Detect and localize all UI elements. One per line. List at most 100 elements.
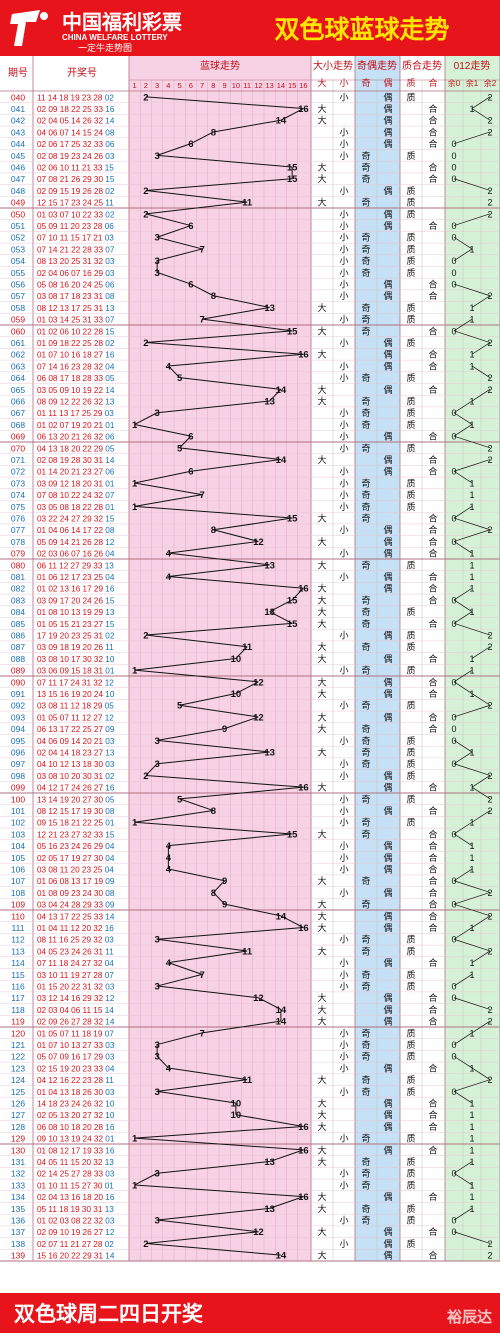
trend-segment: [190, 131, 214, 145]
parity-mark: 偶: [383, 863, 392, 874]
blue-ball-value: 14: [276, 116, 287, 127]
period-cell: 071: [11, 455, 25, 465]
draw-numbers: 06 13 20 21 26 32 06: [37, 433, 115, 442]
draw-numbers: 05 11 18 19 30 31 13: [37, 1205, 114, 1214]
period-cell: 138: [11, 1239, 25, 1249]
parity-mark: 奇: [361, 934, 370, 945]
prime-mark: 质: [406, 314, 415, 325]
blue-ball-value: 4: [166, 1063, 172, 1074]
size-mark: 小: [339, 490, 348, 500]
trend-segment: [157, 739, 270, 753]
mod3-mark: 0: [451, 256, 456, 266]
blue-col-label: 2: [144, 81, 148, 90]
draw-numbers: 03 09 17 20 24 26 15: [37, 596, 115, 605]
draw-numbers: 05 09 11 20 23 28 06: [37, 222, 114, 231]
prime-mark: 质: [406, 1074, 415, 1085]
period-cell: 107: [11, 876, 25, 886]
period-cell: 091: [11, 689, 25, 699]
draw-numbers: 01 11 13 17 25 29 03: [37, 409, 114, 418]
size-mark: 大: [317, 688, 326, 699]
trend-segment: [157, 400, 270, 414]
size-mark: 大: [317, 1226, 326, 1237]
size-mark: 大: [317, 875, 326, 886]
trend-segment: [156, 236, 203, 250]
prime-mark: 质: [406, 1238, 415, 1249]
size-mark: 大: [317, 945, 326, 956]
parity-mark: 奇: [361, 828, 370, 839]
blue-ball-value: 3: [154, 1215, 159, 1226]
trend-segment: [179, 435, 192, 449]
trend-segment: [280, 915, 304, 928]
blue-ball-value: 11: [242, 198, 253, 209]
blue-ball-value: 3: [154, 1169, 159, 1180]
draw-numbers: 05 09 14 21 26 28 12: [37, 538, 115, 547]
period-cell: 069: [11, 432, 25, 442]
size-mark: 小: [339, 233, 348, 243]
draw-numbers: 02 04 13 16 18 20 16: [37, 1193, 115, 1202]
draw-numbers: 01 14 20 21 23 27 06: [37, 468, 115, 477]
size-mark: 大: [317, 583, 326, 594]
col-mod3-trend: 012走势: [454, 59, 491, 72]
period-cell: 126: [11, 1098, 25, 1108]
draw-numbers: 03 05 09 10 19 22 14: [37, 386, 115, 395]
blue-ball-value: 10: [231, 689, 242, 700]
blue-ball-value: 15: [287, 513, 298, 524]
mod3-segment: [453, 821, 473, 835]
blue-ball-value: 2: [143, 630, 148, 641]
size-mark: 大: [317, 910, 326, 921]
footer-text: 双色球周二四日开奖: [14, 1302, 204, 1326]
mod3-segment: [453, 1079, 491, 1092]
period-cell: 111: [12, 923, 25, 933]
draw-numbers: 01 04 13 18 26 30 03: [37, 1088, 115, 1097]
mod3-segment: [453, 763, 491, 776]
trend-segment: [168, 365, 180, 378]
period-cell: 060: [11, 326, 25, 336]
parity-mark: 奇: [361, 314, 370, 325]
size-mark: 大: [317, 676, 326, 687]
trend-segment: [134, 470, 191, 484]
draw-numbers: 15 16 20 22 29 31 14: [37, 1252, 115, 1261]
parity-mark: 偶: [383, 126, 392, 137]
trend-segment: [168, 576, 304, 589]
prime-mark: 质: [406, 770, 415, 781]
parity-mark: 偶: [383, 688, 392, 699]
mod3-mark: 2: [487, 525, 492, 535]
blue-ball-value: 15: [287, 162, 298, 173]
parity-mark: 偶: [383, 138, 392, 149]
period-cell: 100: [11, 794, 25, 804]
draw-numbers: 06 08 10 18 20 28 16: [37, 1123, 115, 1132]
draw-numbers: 01 08 10 13 19 29 13: [37, 608, 115, 617]
mod3-segment: [453, 400, 473, 414]
mod3-segment: [453, 974, 473, 987]
blue-ball-value: 5: [177, 701, 183, 712]
size-mark: 小: [339, 127, 348, 137]
mod3-segment: [453, 459, 491, 472]
mod3-segment: [453, 1172, 473, 1186]
sub-mod-1: 余1: [466, 78, 479, 88]
prime-mark: 质: [406, 337, 415, 348]
blue-ball-value: 8: [211, 291, 216, 302]
size-mark: 小: [339, 794, 348, 804]
draw-numbers: 01 06 08 13 17 19 09: [37, 877, 115, 886]
period-cell: 065: [11, 385, 25, 395]
blue-ball-value: 3: [154, 1087, 159, 1098]
parity-mark: 奇: [361, 489, 370, 500]
trend-segment: [145, 201, 248, 215]
draw-numbers: 01 04 11 12 20 32 16: [37, 924, 114, 933]
draw-numbers: 07 14 21 22 28 33 07: [37, 245, 115, 254]
parity-mark: 奇: [361, 1214, 370, 1225]
period-cell: 043: [11, 127, 25, 137]
draw-numbers: 02 09 26 27 28 32 14: [37, 1018, 115, 1027]
period-cell: 106: [11, 864, 25, 874]
period-cell: 061: [11, 338, 25, 348]
period-cell: 053: [11, 244, 25, 254]
blue-col-label: 7: [200, 81, 204, 90]
prime-mark: 合: [428, 782, 437, 793]
parity-mark: 奇: [361, 665, 370, 676]
parity-mark: 偶: [383, 1226, 392, 1237]
blue-ball-value: 1: [132, 502, 138, 513]
blue-ball-value: 8: [211, 525, 216, 536]
parity-mark: 奇: [361, 302, 370, 313]
mod3-mark: 0: [451, 268, 456, 278]
draw-numbers: 02 04 14 18 23 27 13: [37, 748, 115, 757]
